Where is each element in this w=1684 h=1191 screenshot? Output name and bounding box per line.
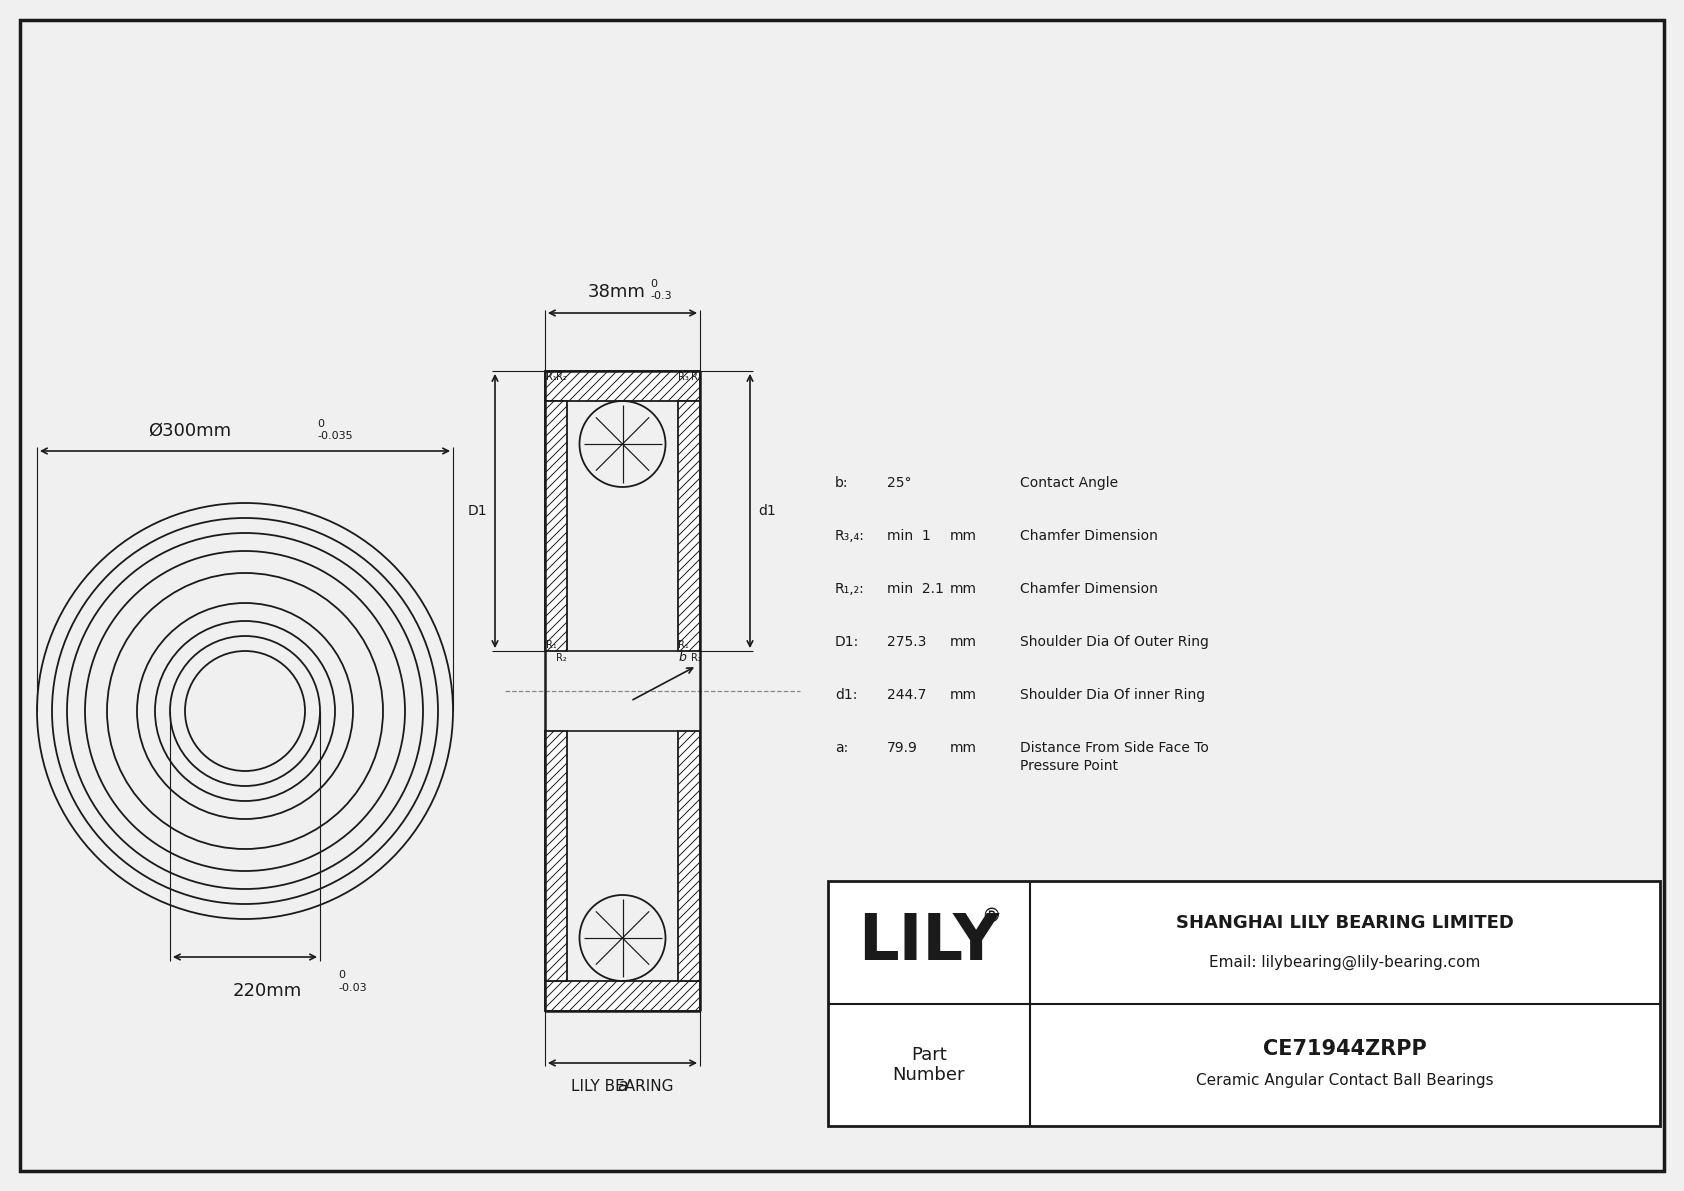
Text: a:: a:	[835, 741, 849, 755]
Text: D1: D1	[468, 504, 487, 518]
Text: mm: mm	[950, 688, 977, 701]
Text: mm: mm	[950, 635, 977, 649]
Text: R₂: R₂	[556, 372, 568, 382]
Bar	[546, 372, 701, 401]
Text: 38mm: 38mm	[588, 283, 645, 301]
Text: mm: mm	[950, 741, 977, 755]
Text: d1: d1	[758, 504, 776, 518]
Polygon shape	[1239, 962, 1480, 1047]
Text: Contact Angle: Contact Angle	[1021, 476, 1118, 490]
Ellipse shape	[1314, 983, 1406, 1008]
Ellipse shape	[1239, 962, 1480, 1028]
Text: ®: ®	[982, 908, 1000, 925]
Text: min  1: min 1	[887, 529, 931, 543]
Text: R₁: R₁	[546, 372, 557, 382]
Text: -0.3: -0.3	[650, 291, 672, 301]
Text: Ceramic Angular Contact Ball Bearings: Ceramic Angular Contact Ball Bearings	[1196, 1073, 1494, 1089]
Text: R₁,₂:: R₁,₂:	[835, 582, 866, 596]
Text: b:: b:	[835, 476, 849, 490]
Text: SHANGHAI LILY BEARING LIMITED: SHANGHAI LILY BEARING LIMITED	[1175, 913, 1514, 931]
Text: R₄: R₄	[690, 372, 702, 382]
Text: -0.035: -0.035	[317, 431, 352, 441]
Text: R₁: R₁	[679, 640, 689, 650]
Text: CE71944ZRPP: CE71944ZRPP	[1263, 1039, 1426, 1059]
Bar	[546, 731, 568, 981]
Text: 220mm: 220mm	[232, 983, 301, 1000]
Text: Pressure Point: Pressure Point	[1021, 759, 1118, 773]
Text: Chamfer Dimension: Chamfer Dimension	[1021, 529, 1159, 543]
Text: Email: lilybearing@lily-bearing.com: Email: lilybearing@lily-bearing.com	[1209, 955, 1480, 971]
Text: Shoulder Dia Of inner Ring: Shoulder Dia Of inner Ring	[1021, 688, 1206, 701]
Text: a: a	[618, 1077, 628, 1095]
Text: 0: 0	[317, 419, 323, 429]
Text: b: b	[679, 650, 687, 663]
Text: Chamfer Dimension: Chamfer Dimension	[1021, 582, 1159, 596]
Text: 0: 0	[650, 279, 657, 289]
Text: R₃: R₃	[679, 372, 689, 382]
Text: -0.03: -0.03	[338, 983, 367, 993]
Text: d1:: d1:	[835, 688, 857, 701]
Text: Distance From Side Face To: Distance From Side Face To	[1021, 741, 1209, 755]
Bar	[679, 731, 701, 981]
Text: mm: mm	[950, 582, 977, 596]
Polygon shape	[1314, 983, 1406, 1047]
Bar	[679, 401, 701, 651]
Text: D1:: D1:	[835, 635, 859, 649]
Ellipse shape	[1239, 962, 1480, 1028]
Text: 275.3: 275.3	[887, 635, 926, 649]
Text: Ø300mm: Ø300mm	[148, 422, 232, 439]
Text: 25°: 25°	[887, 476, 911, 490]
Ellipse shape	[1239, 1014, 1480, 1080]
Text: mm: mm	[950, 529, 977, 543]
Text: R₂: R₂	[690, 653, 702, 663]
Text: LILY: LILY	[859, 911, 1000, 973]
Bar	[546, 401, 568, 651]
Bar	[829, 881, 1660, 1125]
Text: Part
Number: Part Number	[893, 1046, 965, 1084]
Text: min  2.1: min 2.1	[887, 582, 943, 596]
Text: 0: 0	[338, 969, 345, 980]
Text: R₃,₄:: R₃,₄:	[835, 529, 866, 543]
Text: R₁: R₁	[546, 640, 557, 650]
Bar	[546, 981, 701, 1011]
Text: LILY BEARING: LILY BEARING	[571, 1079, 674, 1095]
Text: 79.9: 79.9	[887, 741, 918, 755]
Text: R₂: R₂	[556, 653, 568, 663]
Text: Shoulder Dia Of Outer Ring: Shoulder Dia Of Outer Ring	[1021, 635, 1209, 649]
Text: 244.7: 244.7	[887, 688, 926, 701]
